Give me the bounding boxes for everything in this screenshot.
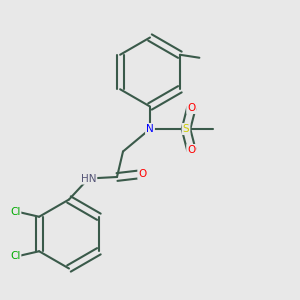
Text: Cl: Cl	[10, 251, 20, 261]
Text: O: O	[187, 145, 196, 155]
Text: N: N	[146, 124, 154, 134]
Text: O: O	[187, 103, 196, 113]
Text: S: S	[183, 124, 189, 134]
Text: Cl: Cl	[10, 207, 20, 217]
Text: HN: HN	[81, 173, 96, 184]
Text: O: O	[138, 169, 147, 179]
